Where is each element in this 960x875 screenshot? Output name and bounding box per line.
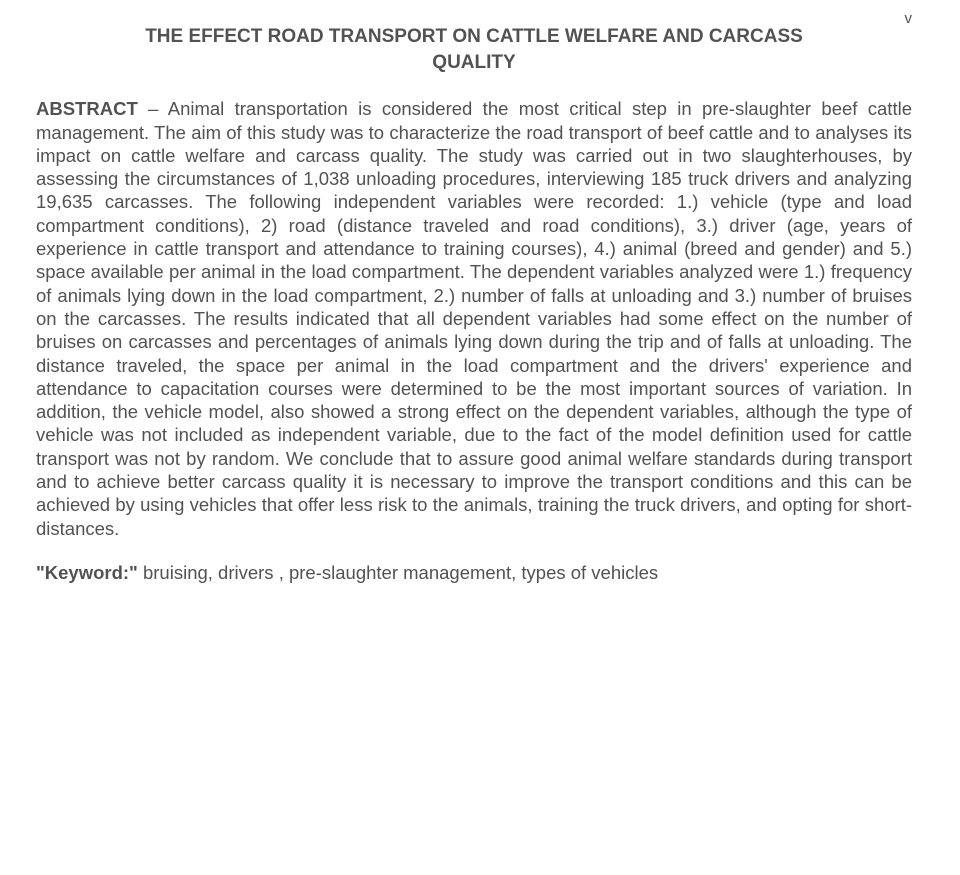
abstract-paragraph: ABSTRACT – Animal transportation is cons… bbox=[36, 97, 912, 540]
keywords-label: "Keyword:" bbox=[36, 562, 138, 583]
page-number: v bbox=[905, 10, 913, 27]
abstract-label: ABSTRACT bbox=[36, 98, 138, 119]
abstract-separator: – bbox=[138, 98, 168, 119]
title-line-2: QUALITY bbox=[432, 52, 515, 73]
abstract-body: Animal transportation is considered the … bbox=[36, 98, 912, 538]
document-title: THE EFFECT ROAD TRANSPORT ON CATTLE WELF… bbox=[36, 24, 912, 75]
title-line-1: THE EFFECT ROAD TRANSPORT ON CATTLE WELF… bbox=[145, 26, 803, 47]
keywords-line: "Keyword:" bruising, drivers , pre-slaug… bbox=[36, 562, 912, 584]
keywords-text: bruising, drivers , pre-slaughter manage… bbox=[138, 562, 658, 583]
